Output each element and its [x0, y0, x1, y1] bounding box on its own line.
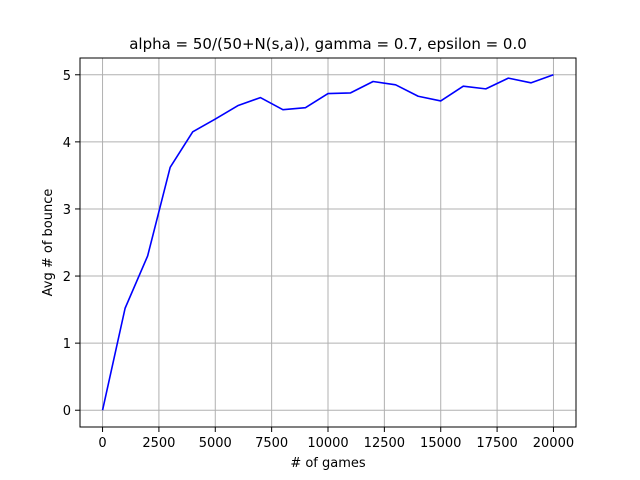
- x-tick-label: 0: [98, 436, 106, 451]
- y-tick-label: 5: [63, 69, 71, 84]
- x-tick-label: 10000: [307, 436, 348, 451]
- axis-ticks: 0 2500 5000 7500 10000 12500 15000 17500 20000 0 1…: [63, 69, 574, 451]
- y-tick-label: 3: [63, 203, 71, 218]
- series-lines: [101, 74, 554, 411]
- chart-title: alpha = 50/(50+N(s,a)), gamma = 0.7, eps…: [129, 35, 527, 53]
- y-tick-label: 1: [63, 337, 71, 352]
- x-tick-label: 20000: [533, 436, 574, 451]
- x-tick-label: 7500: [255, 436, 288, 451]
- x-tick-label: 15000: [420, 436, 461, 451]
- x-tick-label: 5000: [199, 436, 232, 451]
- y-tick-label: 0: [63, 404, 71, 419]
- x-tick-label: 12500: [364, 436, 405, 451]
- y-tick-label: 4: [63, 136, 71, 151]
- y-tick-label: 2: [63, 270, 71, 285]
- x-tick-label: 17500: [476, 436, 517, 451]
- x-axis-label: # of games: [290, 456, 366, 471]
- grid-lines: [80, 58, 576, 427]
- series-line: [101, 74, 554, 411]
- y-axis-label: Avg # of bounce: [41, 189, 56, 297]
- x-tick-label: 2500: [142, 436, 175, 451]
